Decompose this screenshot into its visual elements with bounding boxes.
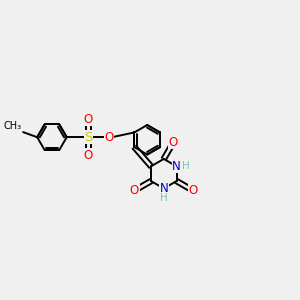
Text: O: O — [104, 131, 113, 144]
Text: O: O — [130, 184, 139, 197]
Text: N: N — [172, 160, 181, 173]
Text: O: O — [169, 136, 178, 149]
Text: S: S — [84, 131, 93, 144]
Text: CH₃: CH₃ — [4, 121, 22, 131]
Text: N: N — [159, 182, 168, 195]
Text: O: O — [84, 113, 93, 126]
Text: H: H — [160, 193, 168, 203]
Text: H: H — [182, 161, 190, 171]
Text: O: O — [188, 184, 198, 197]
Text: O: O — [84, 148, 93, 162]
